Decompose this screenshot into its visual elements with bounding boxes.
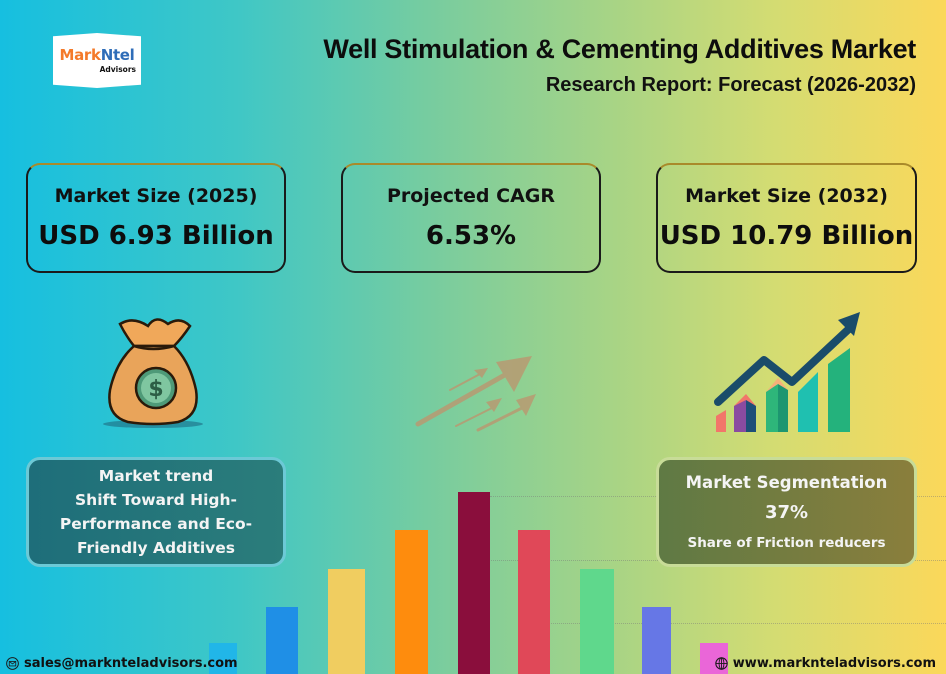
logo-wordmark: MarkNtel: [59, 45, 135, 64]
marknetel-logo: MarkNtel Advisors: [53, 33, 141, 88]
stat-label: Market Size (2025): [54, 185, 258, 207]
stat-label: Projected CAGR: [386, 185, 556, 207]
page-title: Well Stimulation & Cementing Additives M…: [323, 34, 916, 64]
trend-title: Market trend: [98, 467, 214, 485]
decorative-bar: [328, 569, 365, 674]
website-contact[interactable]: www.marknteladvisors.com: [715, 656, 936, 671]
website-text[interactable]: www.marknteladvisors.com: [732, 656, 936, 671]
segmentation-caption: Share of Friction reducers: [687, 535, 886, 551]
trend-line: Shift Toward High-: [75, 491, 237, 509]
segmentation-title: Market Segmentation: [685, 473, 888, 492]
stat-value: 6.53%: [425, 221, 517, 251]
decorative-bar: [209, 643, 237, 674]
decorative-bar: [266, 607, 298, 674]
mail-icon: [6, 657, 19, 670]
svg-text:$: $: [148, 377, 163, 402]
market-size-2032-card: Market Size (2032) USD 10.79 Billion: [656, 163, 917, 273]
decorative-bar: [395, 530, 428, 674]
trend-line: Performance and Eco-: [59, 515, 253, 533]
market-trend-card: Market trend Shift Toward High- Performa…: [26, 457, 286, 567]
stat-label: Market Size (2032): [685, 185, 888, 207]
gridline: [548, 623, 946, 624]
globe-icon: [715, 657, 728, 670]
market-segmentation-card: Market Segmentation 37% Share of Frictio…: [656, 457, 917, 567]
logo-ntel-text: Ntel: [100, 45, 135, 64]
trend-line: Friendly Additives: [76, 539, 236, 557]
market-size-2025-card: Market Size (2025) USD 6.93 Billion: [26, 163, 286, 273]
decorative-bar: [580, 569, 614, 674]
segmentation-value: 37%: [764, 502, 809, 523]
projected-cagr-card: Projected CAGR 6.53%: [341, 163, 601, 273]
decorative-bar: [518, 530, 550, 674]
stat-value: USD 10.79 Billion: [659, 221, 914, 251]
money-bag-icon: $: [103, 318, 203, 428]
decorative-bar: [642, 607, 671, 674]
email-text[interactable]: sales@marknteladvisors.com: [24, 656, 238, 671]
email-contact[interactable]: sales@marknteladvisors.com: [6, 656, 238, 671]
rising-arrows-icon: [415, 356, 536, 432]
stat-value: USD 6.93 Billion: [38, 221, 274, 251]
growth-chart-icon: [714, 312, 860, 432]
decorative-bar: [458, 492, 490, 674]
logo-mark-text: Mark: [59, 45, 101, 64]
logo-subtext: Advisors: [99, 64, 136, 74]
page-subtitle: Research Report: Forecast (2026-2032): [545, 74, 916, 96]
